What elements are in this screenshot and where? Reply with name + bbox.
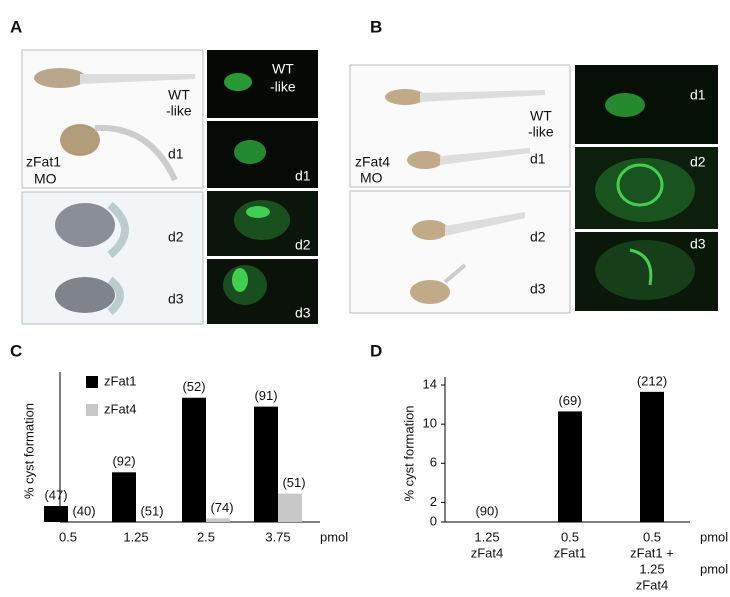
sample-size: (74) (210, 500, 233, 515)
legend-label: zFat4 (104, 401, 137, 416)
sample-size: (51) (140, 503, 163, 518)
legend-swatch (86, 376, 98, 388)
label: MO (34, 171, 57, 187)
x-tick-label: 0.5 (59, 529, 77, 544)
brightfield-b (349, 64, 571, 314)
sample-size: (69) (558, 393, 581, 408)
y-axis-label: % cyst formation (401, 405, 416, 501)
brightfield-a (21, 49, 204, 325)
bar (44, 506, 68, 522)
x-tick-label: zFat1 (554, 545, 587, 560)
label: d3 (168, 291, 184, 307)
y-tick-label: 14 (423, 376, 437, 391)
label: d2 (295, 237, 311, 253)
bar (206, 518, 230, 522)
sample-size: (91) (254, 388, 277, 403)
label: zFat4 (355, 154, 390, 170)
bar (112, 472, 136, 522)
x-tick-label: 1.25 (123, 529, 148, 544)
legend-swatch (86, 404, 98, 416)
x-unit: pmol (700, 561, 728, 576)
sample-size: (90) (475, 503, 498, 518)
y-tick-label: 2 (430, 494, 437, 509)
label: d3 (530, 281, 546, 297)
x-tick-label: 1.25 (474, 529, 499, 544)
label: d1 (295, 168, 311, 184)
sample-size: (47) (44, 487, 67, 502)
label: d2 (168, 229, 184, 245)
panel-label: A (10, 17, 22, 36)
panel-label: C (10, 341, 22, 360)
sample-size: (52) (182, 379, 205, 394)
sample-size: (212) (637, 373, 667, 388)
label: WT (530, 108, 552, 124)
label: d1 (168, 146, 184, 162)
panel-label: B (370, 17, 382, 36)
label: d1 (530, 151, 546, 167)
bar (278, 493, 302, 522)
bar (558, 411, 582, 522)
x-tick-label: 2.5 (197, 529, 215, 544)
x-tick-label: 0.5 (561, 529, 579, 544)
bar (254, 406, 278, 522)
label: WT (168, 87, 190, 103)
label: d1 (690, 87, 706, 103)
legend-label: zFat1 (104, 373, 137, 388)
y-tick-label: 0 (430, 513, 437, 528)
x-unit: pmol (320, 529, 348, 544)
label: d3 (295, 305, 311, 321)
x-tick-label: 1.25 (639, 561, 664, 576)
label: -like (270, 79, 296, 95)
label: zFat1 (26, 154, 61, 170)
sample-size: (40) (72, 503, 95, 518)
fluorescence-b (575, 65, 718, 311)
x-tick-label: zFat4 (636, 577, 669, 592)
fluorescence-a (207, 50, 318, 324)
x-tick-label: zFat1 + (630, 545, 674, 560)
bar (182, 397, 206, 522)
panel-label: D (370, 341, 382, 360)
x-tick-label: zFat4 (471, 545, 504, 560)
x-unit: pmol (700, 529, 728, 544)
label: WT (272, 61, 294, 77)
x-tick-label: 0.5 (643, 529, 661, 544)
y-tick-label: 10 (423, 416, 437, 431)
x-tick-label: 3.75 (265, 529, 290, 544)
sample-size: (51) (282, 475, 305, 490)
label: MO (360, 170, 383, 186)
label: -like (528, 124, 554, 140)
y-tick-label: 6 (430, 455, 437, 470)
y-axis-label: % cyst formation (21, 403, 36, 499)
label: d2 (690, 154, 706, 170)
label: d3 (690, 236, 706, 252)
label: -like (166, 103, 192, 119)
bar (640, 391, 664, 522)
sample-size: (92) (112, 454, 135, 469)
label: d2 (530, 229, 546, 245)
